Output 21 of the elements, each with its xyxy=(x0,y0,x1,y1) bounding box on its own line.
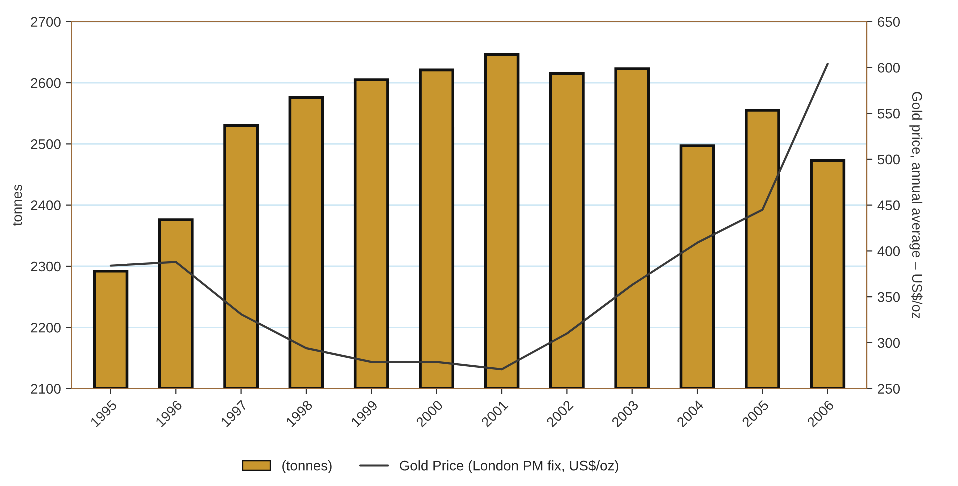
legend-label: (tonnes) xyxy=(282,460,332,474)
y2-tick-label: 600 xyxy=(878,63,900,73)
y-tick-label: 2600 xyxy=(31,78,61,88)
y-tick-label: 2100 xyxy=(31,384,61,394)
y-tick-label: 2200 xyxy=(31,322,61,333)
y2-tick-label: 300 xyxy=(878,338,900,348)
y2-tick-label: 500 xyxy=(878,154,900,165)
y2-tick-label: 400 xyxy=(878,246,900,256)
y2-tick-label: 450 xyxy=(878,200,900,211)
y2-tick-label: 550 xyxy=(878,108,900,119)
y-tick-label: 2500 xyxy=(31,140,61,150)
y2-tick-label: 650 xyxy=(878,17,900,28)
y2-tick-label: 350 xyxy=(878,292,900,302)
y-tick-label: 2300 xyxy=(31,262,61,272)
line-series xyxy=(110,63,829,371)
y2-tick-label: 250 xyxy=(878,384,900,394)
y-axis-title: tonnes xyxy=(13,184,22,226)
y-tick-label: 2400 xyxy=(31,200,61,211)
legend-label: Gold Price (London PM fix, US$/oz) xyxy=(400,460,618,474)
y-tick-label: 2700 xyxy=(31,17,61,28)
y2-axis-title: Gold price, annual average – US$/oz xyxy=(910,92,923,319)
